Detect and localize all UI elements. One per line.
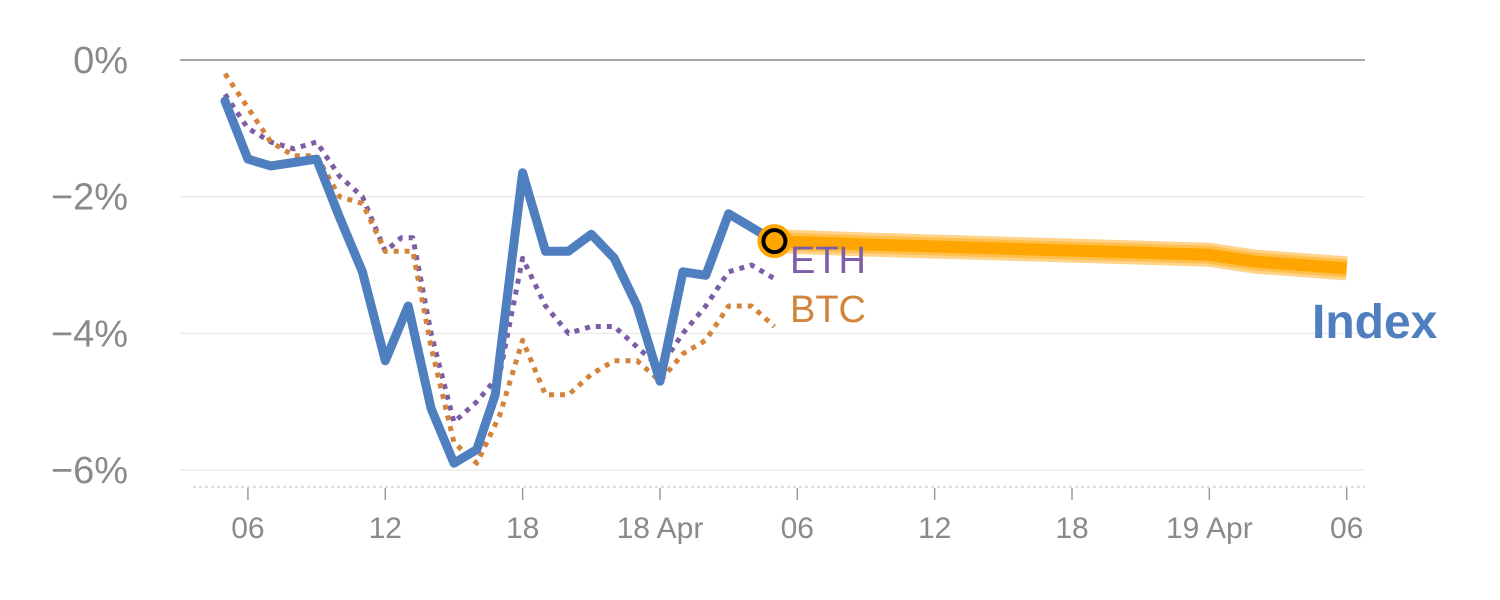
x-tick-label: 19 Apr bbox=[1166, 512, 1253, 545]
series-line-eth bbox=[222, 92, 776, 425]
series-line-index bbox=[220, 96, 779, 468]
forecast-band bbox=[773, 229, 1348, 281]
x-tick-label: 18 Apr bbox=[617, 512, 704, 545]
forecast-line bbox=[774, 235, 1348, 275]
x-tick-label: 06 bbox=[781, 512, 814, 545]
series-label-index: Index bbox=[1312, 296, 1438, 349]
series-line-btc bbox=[222, 72, 777, 466]
grid bbox=[180, 59, 1365, 488]
series-label-eth: ETH bbox=[790, 240, 866, 282]
y-tick-label: −6% bbox=[51, 450, 128, 492]
y-tick-label: −2% bbox=[51, 177, 128, 219]
series-lines bbox=[220, 72, 779, 468]
series-label-btc: BTC bbox=[790, 289, 866, 331]
x-tick-label: 06 bbox=[231, 512, 264, 545]
markers bbox=[757, 224, 792, 259]
marker-point bbox=[761, 228, 788, 255]
x-tick-label: 18 bbox=[506, 512, 539, 545]
y-tick-label: −4% bbox=[51, 313, 128, 355]
x-axis: 06 12 18 18 Apr 06 12 18 19 Apr 06 bbox=[231, 488, 1363, 545]
x-tick-label: 12 bbox=[369, 512, 402, 545]
x-tick-label: 06 bbox=[1330, 512, 1363, 545]
x-tick-label: 18 bbox=[1055, 512, 1088, 545]
y-tick-label: 0% bbox=[73, 40, 128, 82]
x-tick-label: 12 bbox=[918, 512, 951, 545]
y-axis: 0% −2% −4% −6% bbox=[51, 40, 128, 492]
